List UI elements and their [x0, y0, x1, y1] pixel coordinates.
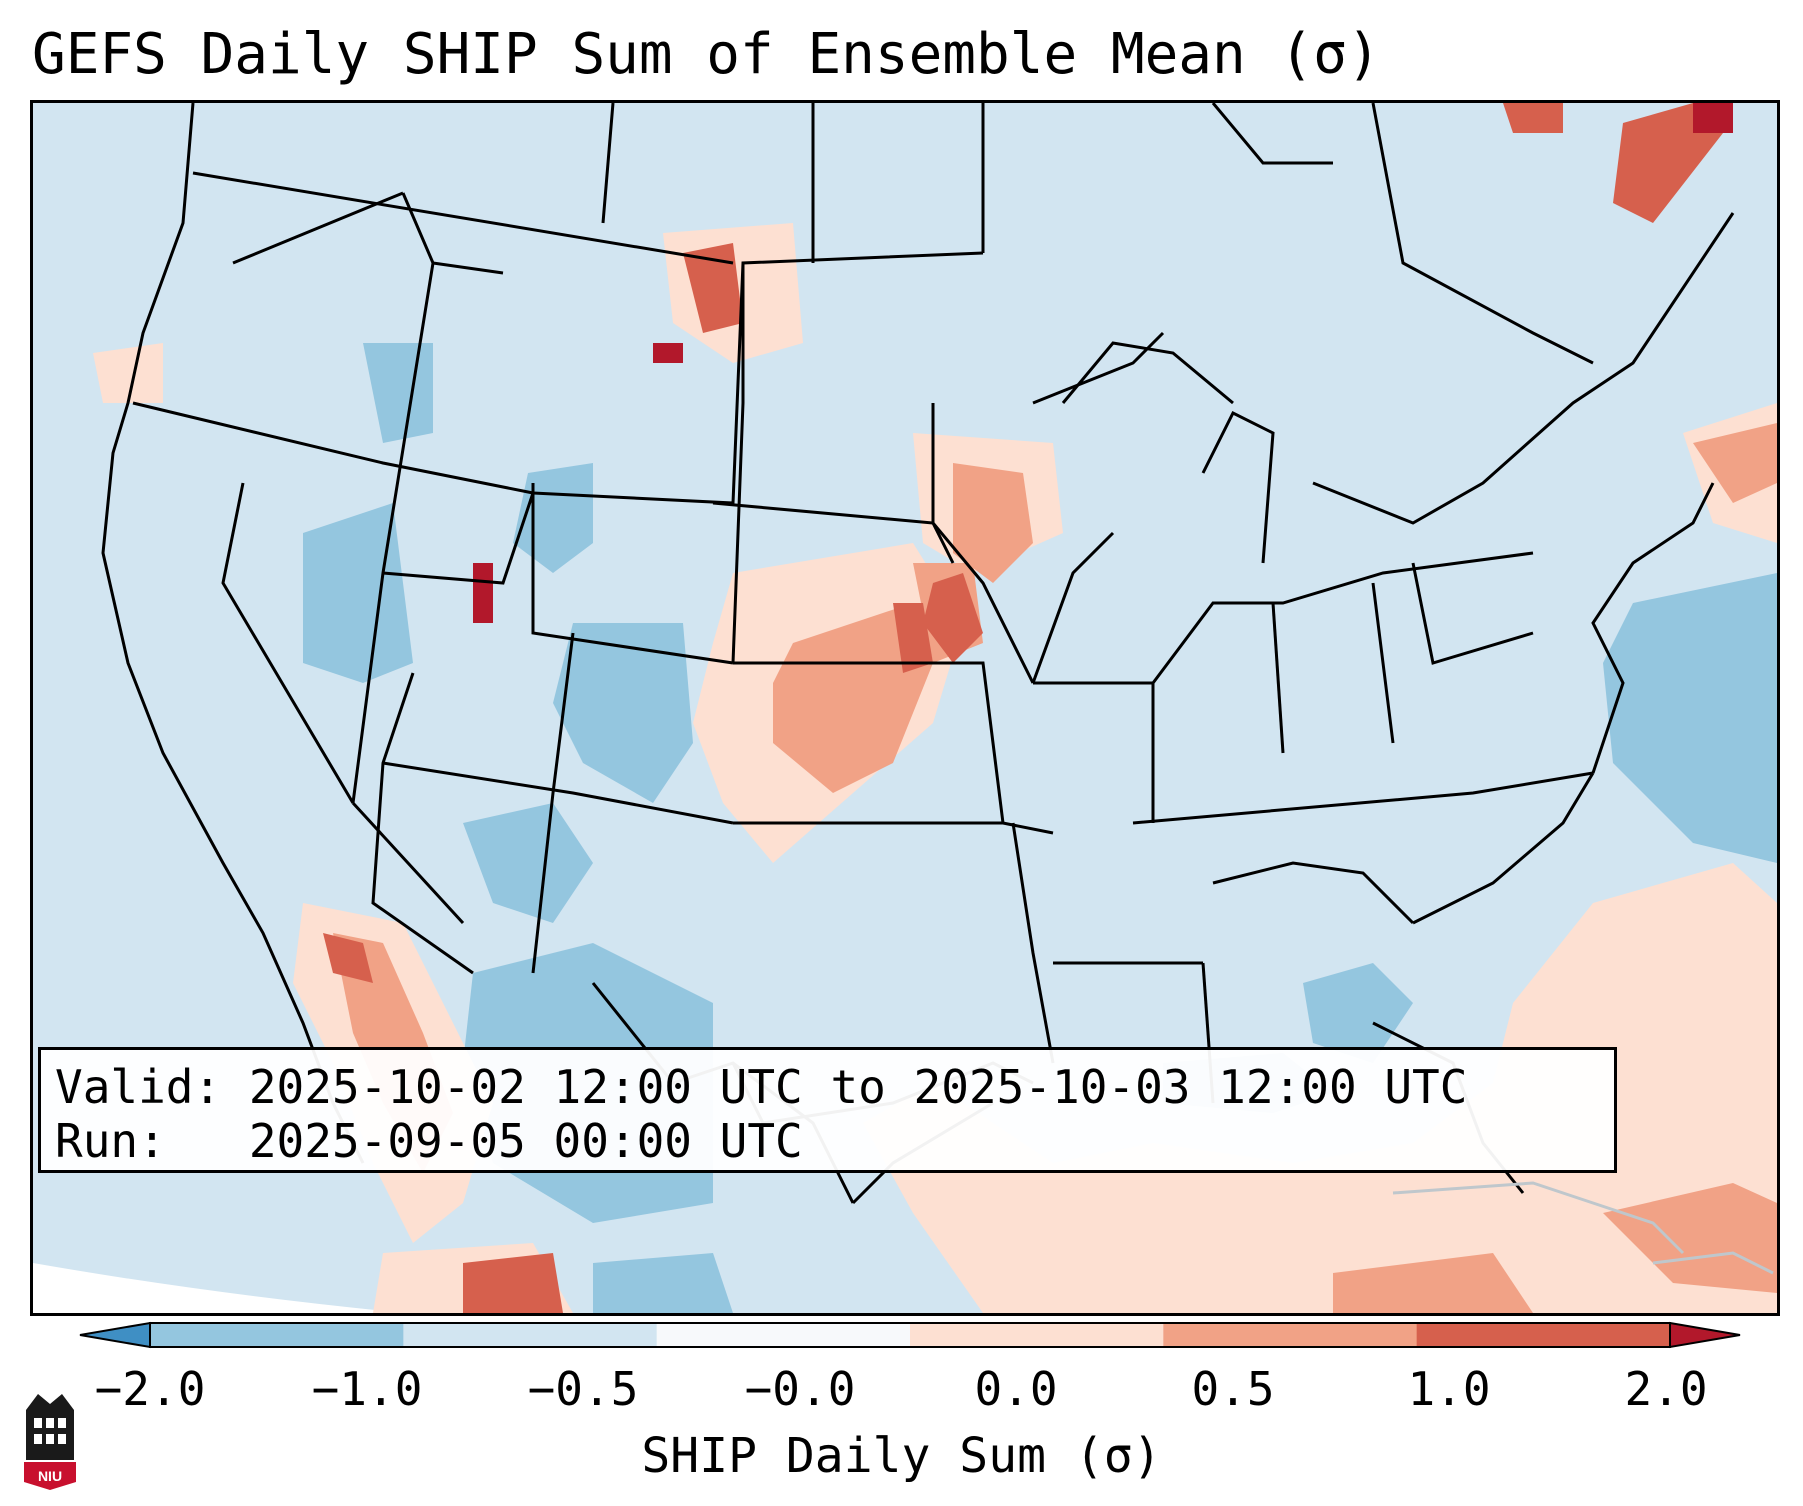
colorbar-segment: [403, 1323, 658, 1347]
colorbar-outline: [149, 1322, 1671, 1348]
logo-shield: [24, 1462, 76, 1490]
colorbar-tick-label: 1.0: [1407, 1362, 1491, 1416]
colorbar-extend-min: [79, 1321, 151, 1349]
niu-logo: NIU: [24, 1394, 76, 1490]
colorbar-segment: [150, 1323, 404, 1347]
map-title: GEFS Daily SHIP Sum of Ensemble Mean (σ): [32, 22, 1381, 87]
colorbar-label: SHIP Daily Sum (σ): [641, 1428, 1162, 1484]
colorbar: [79, 1321, 1741, 1349]
colorbar-tick-label: 0.0: [974, 1362, 1058, 1416]
caribbean-outline: [1392, 1181, 1774, 1275]
colorbar-tick-label: 0.5: [1191, 1362, 1275, 1416]
colorbar-tick-label: −2.0: [94, 1362, 206, 1416]
colorbar-segment: [910, 1323, 1164, 1347]
colorbar-tick-label: −0.0: [744, 1362, 856, 1416]
logo-text: NIU: [38, 1468, 62, 1484]
state-borders: [101, 103, 1735, 1205]
valid-run-info-box: Valid: 2025-10-02 12:00 UTC to 2025-10-0…: [38, 1047, 1617, 1173]
run-time: Run: 2025-09-05 00:00 UTC: [55, 1114, 803, 1168]
max-positive-anomaly-regions: [473, 103, 1733, 623]
colorbar-tick-label: −0.5: [527, 1362, 639, 1416]
colorbar-tick-label: 2.0: [1624, 1362, 1708, 1416]
valid-time: Valid: 2025-10-02 12:00 UTC to 2025-10-0…: [55, 1060, 1468, 1114]
colorbar-segment: [1163, 1323, 1418, 1347]
logo-windows: [34, 1418, 66, 1444]
colorbar-segment: [1416, 1323, 1671, 1347]
domain-edge: [33, 1263, 405, 1313]
colorbar-segment: [656, 1323, 911, 1347]
colorbar-tick-label: −1.0: [311, 1362, 423, 1416]
colorbar-extend-max: [1669, 1321, 1741, 1349]
